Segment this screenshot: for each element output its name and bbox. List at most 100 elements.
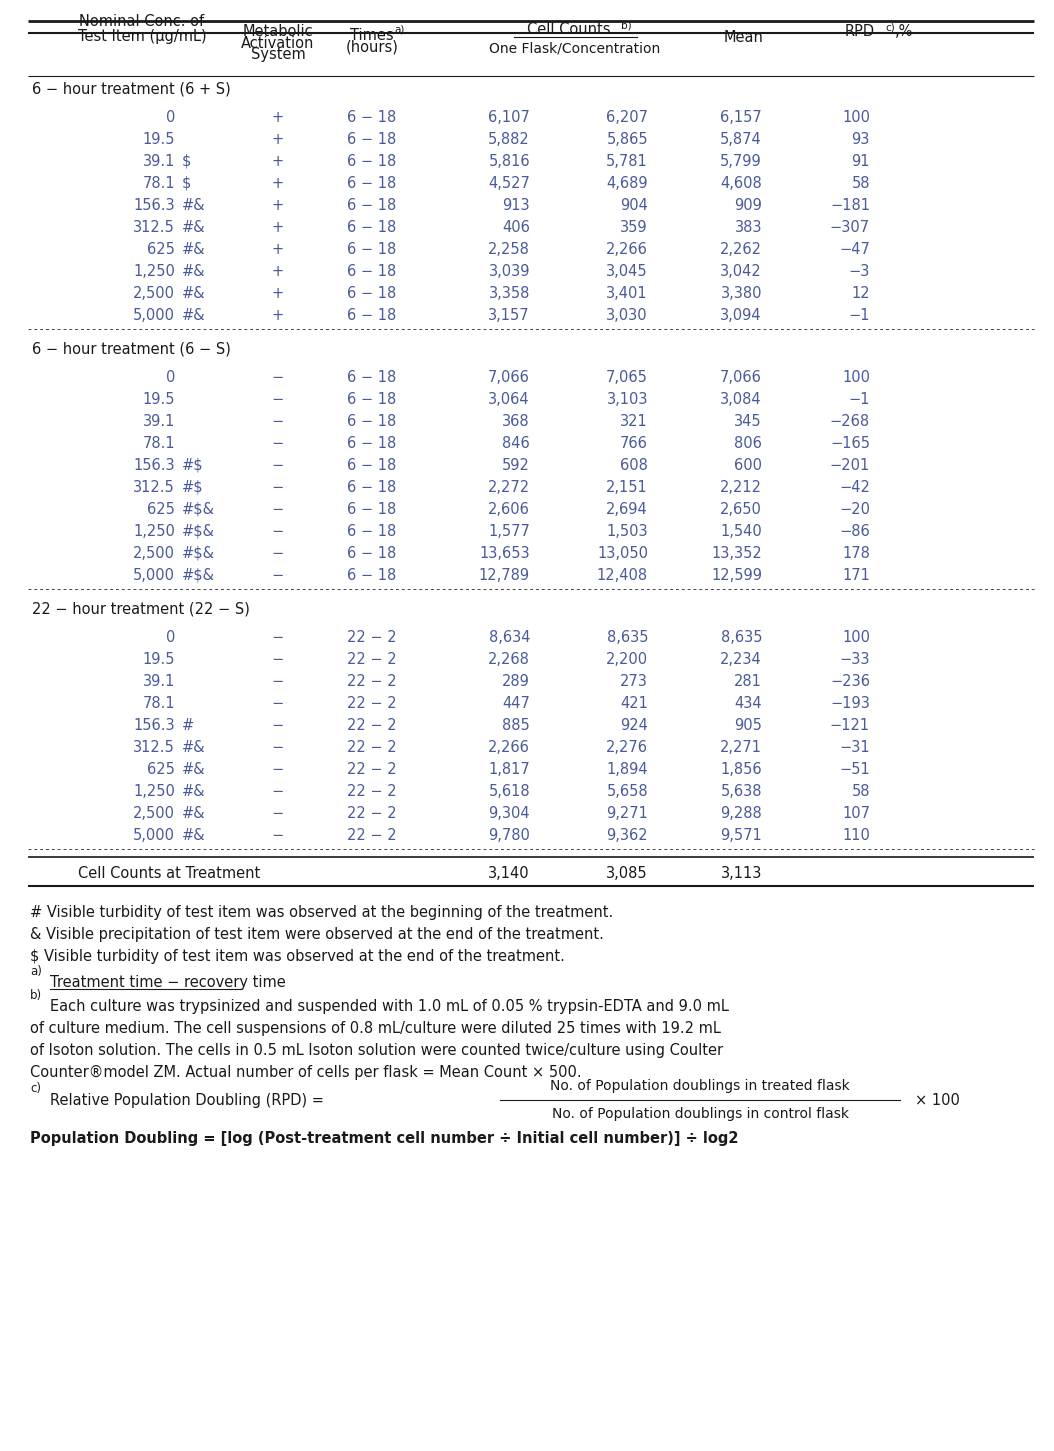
Text: 5,865: 5,865 xyxy=(606,132,648,147)
Text: −: − xyxy=(272,502,285,517)
Text: 22 − 2: 22 − 2 xyxy=(347,651,396,666)
Text: 359: 359 xyxy=(621,219,648,235)
Text: 321: 321 xyxy=(620,414,648,428)
Text: 6 − 18: 6 − 18 xyxy=(348,435,396,450)
Text: Cell Counts at Treatment: Cell Counts at Treatment xyxy=(78,865,260,881)
Text: 7,065: 7,065 xyxy=(606,370,648,385)
Text: 2,262: 2,262 xyxy=(720,241,762,257)
Text: 383: 383 xyxy=(735,219,762,235)
Text: 6 − 18: 6 − 18 xyxy=(348,567,396,582)
Text: 368: 368 xyxy=(503,414,530,428)
Text: 2,200: 2,200 xyxy=(606,651,648,666)
Text: 3,084: 3,084 xyxy=(720,392,762,406)
Text: 0: 0 xyxy=(165,630,175,644)
Text: & Visible precipitation of test item were observed at the end of the treatment.: & Visible precipitation of test item wer… xyxy=(30,927,604,942)
Text: 9,780: 9,780 xyxy=(488,827,530,843)
Text: 600: 600 xyxy=(734,457,762,473)
Text: 904: 904 xyxy=(620,197,648,212)
Text: 39.1: 39.1 xyxy=(142,673,175,689)
Text: 6 − 18: 6 − 18 xyxy=(348,502,396,517)
Text: 2,606: 2,606 xyxy=(488,502,530,517)
Text: Treatment time − recovery time: Treatment time − recovery time xyxy=(50,975,286,990)
Text: −1: −1 xyxy=(848,392,870,406)
Text: 178: 178 xyxy=(842,546,870,560)
Text: 6 − 18: 6 − 18 xyxy=(348,524,396,538)
Text: +: + xyxy=(272,154,285,168)
Text: 909: 909 xyxy=(735,197,762,212)
Text: 110: 110 xyxy=(842,827,870,843)
Text: 1,817: 1,817 xyxy=(488,762,530,776)
Text: 5,000: 5,000 xyxy=(133,308,175,322)
Text: 19.5: 19.5 xyxy=(142,392,175,406)
Text: ,%: ,% xyxy=(895,25,914,39)
Text: 39.1: 39.1 xyxy=(142,154,175,168)
Text: 156.3: 156.3 xyxy=(134,197,175,212)
Text: −: − xyxy=(272,695,285,711)
Text: 6,207: 6,207 xyxy=(606,109,648,125)
Text: 5,618: 5,618 xyxy=(488,784,530,798)
Text: 2,151: 2,151 xyxy=(606,479,648,495)
Text: −: − xyxy=(272,762,285,776)
Text: 22 − 2: 22 − 2 xyxy=(347,630,396,644)
Text: c): c) xyxy=(885,22,895,32)
Text: −86: −86 xyxy=(839,524,870,538)
Text: 3,380: 3,380 xyxy=(721,286,762,300)
Text: 806: 806 xyxy=(735,435,762,450)
Text: #&: #& xyxy=(182,197,206,212)
Text: 22 − 2: 22 − 2 xyxy=(347,827,396,843)
Text: 2,276: 2,276 xyxy=(606,740,648,755)
Text: −33: −33 xyxy=(839,651,870,666)
Text: −: − xyxy=(272,392,285,406)
Text: 6 − 18: 6 − 18 xyxy=(348,286,396,300)
Text: 93: 93 xyxy=(852,132,870,147)
Text: 6 − 18: 6 − 18 xyxy=(348,197,396,212)
Text: 2,500: 2,500 xyxy=(133,286,175,300)
Text: 6 − 18: 6 − 18 xyxy=(348,414,396,428)
Text: 3,401: 3,401 xyxy=(606,286,648,300)
Text: #&: #& xyxy=(182,784,206,798)
Text: −51: −51 xyxy=(839,762,870,776)
Text: −: − xyxy=(272,784,285,798)
Text: 9,571: 9,571 xyxy=(720,827,762,843)
Text: 5,816: 5,816 xyxy=(488,154,530,168)
Text: b): b) xyxy=(30,990,42,1003)
Text: 1,577: 1,577 xyxy=(488,524,530,538)
Text: #&: #& xyxy=(182,805,206,820)
Text: #&: #& xyxy=(182,241,206,257)
Text: −: − xyxy=(272,435,285,450)
Text: 171: 171 xyxy=(842,567,870,582)
Text: 6 − 18: 6 − 18 xyxy=(348,457,396,473)
Text: 6 − 18: 6 − 18 xyxy=(348,109,396,125)
Text: No. of Population doublings in control flask: No. of Population doublings in control f… xyxy=(551,1107,848,1122)
Text: 6 − 18: 6 − 18 xyxy=(348,546,396,560)
Text: −20: −20 xyxy=(839,502,870,517)
Text: 8,634: 8,634 xyxy=(488,630,530,644)
Text: 4,608: 4,608 xyxy=(720,176,762,190)
Text: 885: 885 xyxy=(503,717,530,733)
Text: −165: −165 xyxy=(829,435,870,450)
Text: 913: 913 xyxy=(503,197,530,212)
Text: Each culture was trypsinized and suspended with 1.0 mL of 0.05 % trypsin-EDTA an: Each culture was trypsinized and suspend… xyxy=(50,998,729,1014)
Text: +: + xyxy=(272,219,285,235)
Text: 3,157: 3,157 xyxy=(488,308,530,322)
Text: 12: 12 xyxy=(852,286,870,300)
Text: 6,107: 6,107 xyxy=(488,109,530,125)
Text: −236: −236 xyxy=(829,673,870,689)
Text: −47: −47 xyxy=(839,241,870,257)
Text: 78.1: 78.1 xyxy=(142,435,175,450)
Text: 78.1: 78.1 xyxy=(142,695,175,711)
Text: 592: 592 xyxy=(502,457,530,473)
Text: Mean: Mean xyxy=(724,30,764,45)
Text: 905: 905 xyxy=(735,717,762,733)
Text: 12,599: 12,599 xyxy=(711,567,762,582)
Text: 2,271: 2,271 xyxy=(720,740,762,755)
Text: 625: 625 xyxy=(148,762,175,776)
Text: 6 − 18: 6 − 18 xyxy=(348,479,396,495)
Text: Relative Population Doubling (RPD) =: Relative Population Doubling (RPD) = xyxy=(50,1093,324,1107)
Text: a): a) xyxy=(30,965,42,978)
Text: 7,066: 7,066 xyxy=(488,370,530,385)
Text: 22 − 2: 22 − 2 xyxy=(347,805,396,820)
Text: −181: −181 xyxy=(829,197,870,212)
Text: 156.3: 156.3 xyxy=(134,457,175,473)
Text: No. of Population doublings in treated flask: No. of Population doublings in treated f… xyxy=(550,1080,850,1093)
